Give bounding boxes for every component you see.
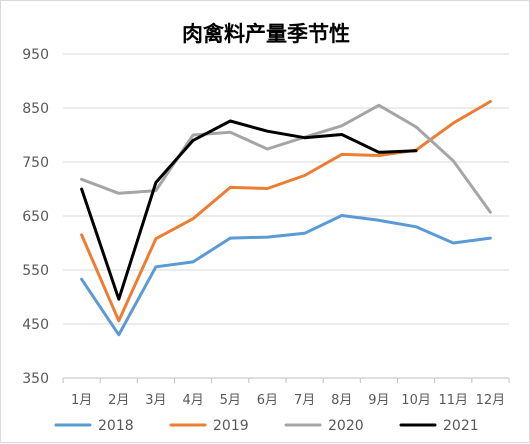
series-lines xyxy=(80,100,492,337)
y-tick-label: 650 xyxy=(22,209,49,225)
y-tick-label: 550 xyxy=(22,263,49,279)
legend-label-2019: 2019 xyxy=(213,418,249,434)
x-tick-label: 10月 xyxy=(401,393,431,408)
gridlines xyxy=(63,53,509,325)
x-tick-label: 12月 xyxy=(476,393,506,408)
x-tick-label: 8月 xyxy=(331,393,352,408)
x-tick-label: 1月 xyxy=(71,393,92,408)
series-line-2021 xyxy=(80,119,418,301)
x-tick-label: 3月 xyxy=(145,393,166,408)
x-tick-label: 2月 xyxy=(108,393,129,408)
axes: 350 450 550 650 750 850 950 1月 2月 3月 4月 5月 6月 7月 8月 9月 1… xyxy=(22,47,510,408)
legend-label-2021: 2021 xyxy=(443,418,479,434)
y-tick-label: 750 xyxy=(22,155,49,171)
x-tick-label: 5月 xyxy=(220,393,241,408)
series-line-2019 xyxy=(80,100,492,323)
series-line-2018 xyxy=(80,214,492,337)
legend-label-2018: 2018 xyxy=(98,418,134,434)
y-tick-label: 350 xyxy=(22,371,49,387)
legend-label-2020: 2020 xyxy=(328,418,364,434)
x-tick-label: 9月 xyxy=(368,393,389,408)
series-line-2020 xyxy=(80,103,492,214)
y-tick-label: 850 xyxy=(22,101,49,117)
y-tick-label: 450 xyxy=(22,317,49,333)
y-tick-label: 950 xyxy=(22,47,49,63)
legend: 2018 2019 2020 2021 xyxy=(54,418,479,434)
chart-title: 肉禽料产量季节性 xyxy=(182,22,350,46)
x-tick-label: 4月 xyxy=(182,393,203,408)
x-tick-label: 7月 xyxy=(294,393,315,408)
x-tick-label: 6月 xyxy=(257,393,278,408)
x-tick-label: 11月 xyxy=(438,393,468,408)
